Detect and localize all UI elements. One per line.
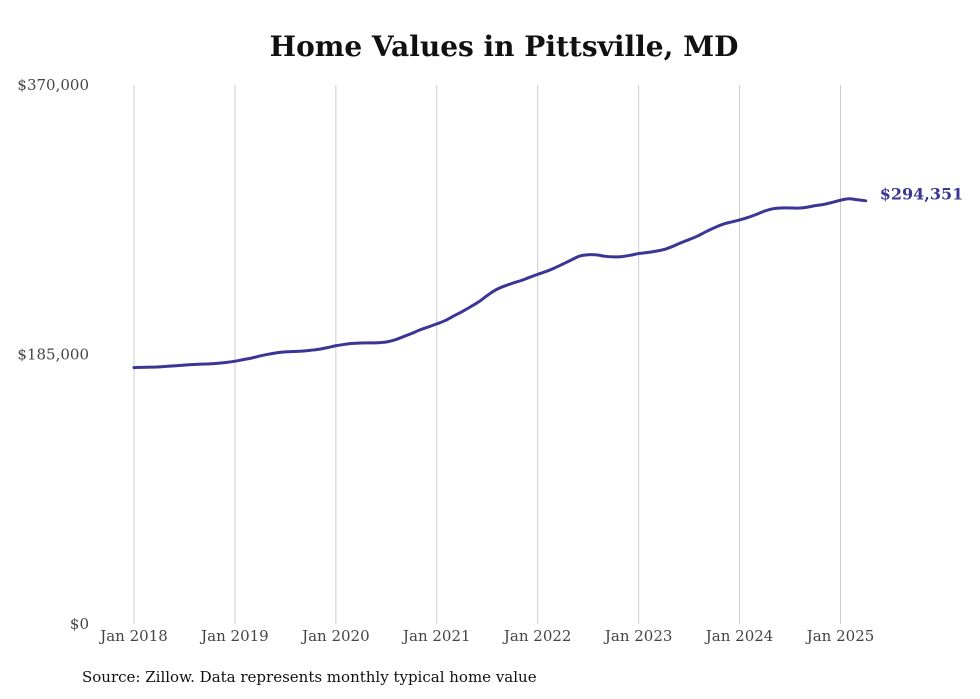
y-tick-label: $0 [70, 615, 89, 633]
end-value-label: $294,351 [880, 184, 964, 203]
x-tick-label: Jan 2019 [199, 627, 269, 645]
x-axis-ticks: Jan 2018 Jan 2019 Jan 2020 Jan 2021 Jan 2022… [98, 627, 874, 645]
x-tick-label: Jan 2022 [502, 627, 572, 645]
chart-title: Home Values in Pittsville, MD [269, 30, 739, 63]
x-tick-label: Jan 2018 [98, 627, 168, 645]
y-axis-ticks: $0 $185,000 $370,000 [17, 76, 89, 633]
x-tick-label: Jan 2024 [704, 627, 774, 645]
gridlines [133, 85, 841, 624]
x-tick-label: Jan 2023 [603, 627, 673, 645]
x-tick-label: Jan 2020 [300, 627, 370, 645]
y-tick-label: $185,000 [17, 346, 89, 364]
line-chart: $0$185,000$370,000 Jan 2018 Jan 2019 Jan 2… [17, 76, 964, 645]
x-tick-label: Jan 2021 [401, 627, 471, 645]
source-note: Source: Zillow. Data represents monthly … [82, 668, 537, 686]
series-line [132, 197, 868, 370]
x-tick-label: Jan 2025 [805, 627, 875, 645]
y-tick-label: $370,000 [17, 76, 89, 94]
